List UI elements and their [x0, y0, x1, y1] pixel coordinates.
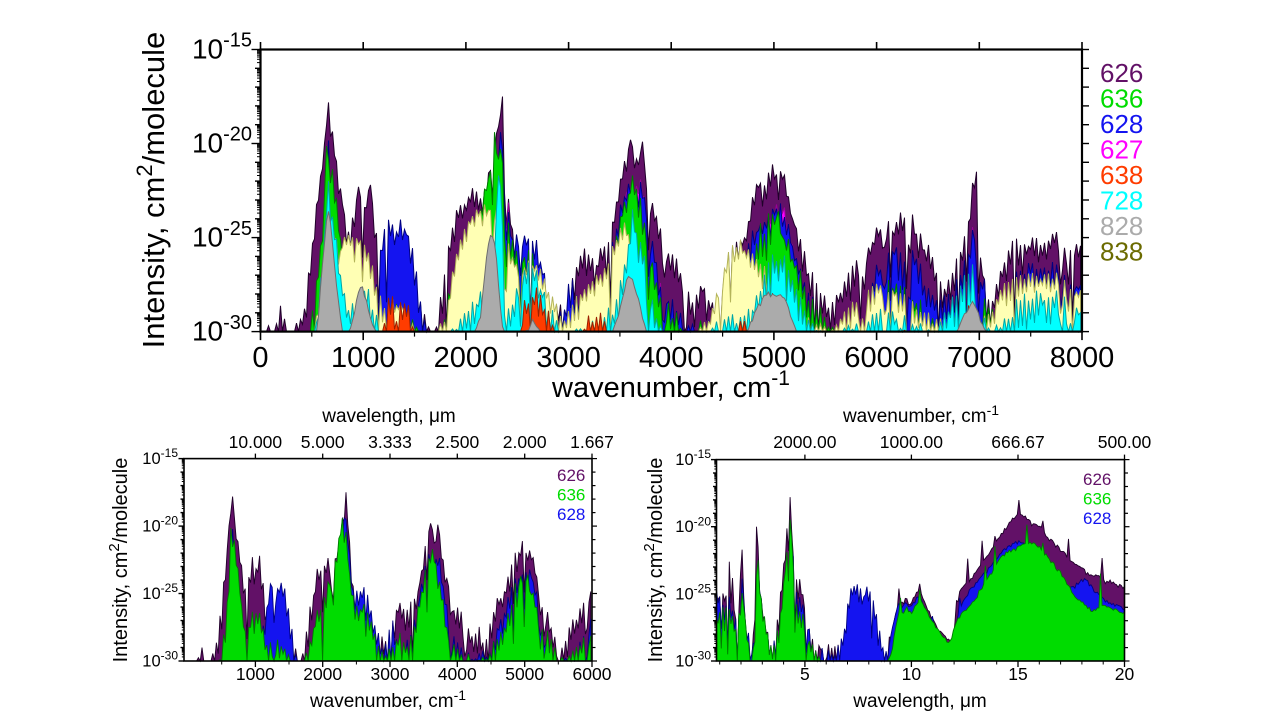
svg-text:Intensity, cm2/molecule: Intensity, cm2/molecule [106, 458, 132, 663]
svg-text:8000: 8000 [1050, 342, 1115, 374]
svg-text:1000: 1000 [331, 342, 396, 374]
svg-text:5000: 5000 [742, 342, 807, 374]
svg-text:626: 626 [1083, 470, 1111, 489]
svg-text:wavenumber, cm-1: wavenumber, cm-1 [842, 402, 999, 427]
svg-text:1.667: 1.667 [570, 432, 614, 452]
svg-text:Intensity, cm2/molecule: Intensity, cm2/molecule [132, 32, 171, 349]
svg-text:3000: 3000 [536, 342, 601, 374]
svg-text:828: 828 [1100, 211, 1143, 241]
svg-text:1000: 1000 [236, 664, 275, 684]
svg-text:wavenumber, cm-1: wavenumber, cm-1 [309, 687, 466, 712]
svg-text:626: 626 [1100, 58, 1143, 88]
svg-text:2000: 2000 [303, 664, 342, 684]
svg-text:666.67: 666.67 [991, 432, 1045, 452]
svg-text:5: 5 [800, 664, 810, 684]
svg-text:4000: 4000 [438, 664, 477, 684]
svg-text:2000: 2000 [434, 342, 499, 374]
svg-text:627: 627 [1100, 135, 1143, 165]
svg-text:2000.00: 2000.00 [773, 432, 837, 452]
svg-text:2.500: 2.500 [435, 432, 479, 452]
svg-text:5.000: 5.000 [301, 432, 345, 452]
svg-text:636: 636 [1100, 84, 1143, 114]
svg-text:1000.00: 1000.00 [880, 432, 944, 452]
svg-text:4000: 4000 [639, 342, 704, 374]
svg-text:6000: 6000 [844, 342, 909, 374]
svg-text:7000: 7000 [947, 342, 1012, 374]
svg-text:10: 10 [902, 664, 922, 684]
svg-text:0: 0 [252, 342, 268, 374]
svg-text:5000: 5000 [505, 664, 544, 684]
svg-text:626: 626 [557, 466, 585, 485]
svg-text:636: 636 [557, 486, 585, 505]
svg-text:2.000: 2.000 [503, 432, 547, 452]
svg-text:638: 638 [1100, 160, 1143, 190]
svg-text:Intensity, cm2/molecule: Intensity, cm2/molecule [641, 458, 667, 663]
svg-text:838: 838 [1100, 237, 1143, 267]
svg-text:15: 15 [1008, 664, 1027, 684]
svg-text:728: 728 [1100, 186, 1143, 216]
svg-text:wavenumber, cm-1: wavenumber, cm-1 [551, 367, 790, 404]
svg-text:628: 628 [1100, 109, 1143, 139]
svg-text:500.00: 500.00 [1098, 432, 1152, 452]
svg-text:628: 628 [557, 505, 585, 524]
svg-text:636: 636 [1083, 490, 1111, 509]
svg-text:3000: 3000 [371, 664, 410, 684]
svg-text:10-15: 10-15 [192, 30, 252, 65]
svg-text:628: 628 [1083, 509, 1111, 528]
svg-text:10.000: 10.000 [229, 432, 283, 452]
svg-text:6000: 6000 [573, 664, 612, 684]
svg-text:3.333: 3.333 [368, 432, 412, 452]
svg-text:wavelength, μm: wavelength, μm [852, 691, 986, 712]
svg-text:wavelength, μm: wavelength, μm [321, 406, 455, 427]
svg-text:10-25: 10-25 [192, 218, 252, 253]
svg-text:20: 20 [1115, 664, 1135, 684]
